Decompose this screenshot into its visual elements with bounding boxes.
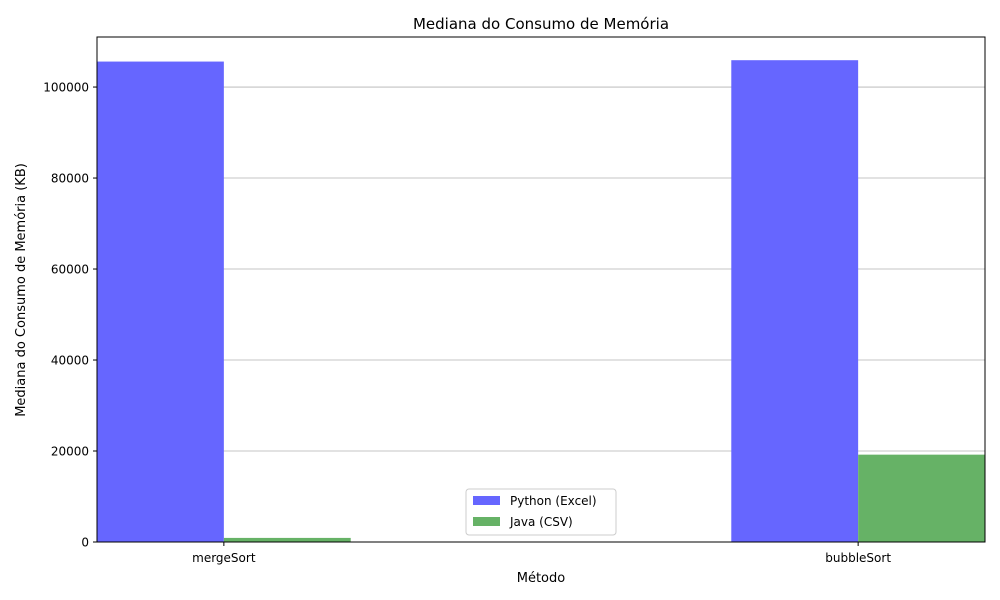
y-axis: 0 20000 40000 60000 80000 100000 (43, 81, 97, 550)
y-tick-label: 80000 (51, 172, 89, 186)
bar-java-csv--bubblesort (858, 454, 985, 542)
x-axis: mergeSort bubbleSort (192, 542, 891, 565)
chart-title: Mediana do Consumo de Memória (413, 15, 669, 33)
legend-label: Java (CSV) (509, 515, 573, 529)
legend-box (465, 488, 617, 536)
y-tick-label: 0 (81, 536, 89, 550)
x-axis-label: Método (517, 571, 566, 586)
y-tick-label: 40000 (51, 354, 89, 368)
y-tick-label: 60000 (51, 263, 89, 277)
legend: Python (Excel) Java (CSV) (465, 488, 617, 536)
bars (97, 60, 985, 543)
x-tick-label: mergeSort (192, 551, 256, 565)
plot-frame (96, 36, 986, 543)
y-axis-label: Mediana do Consumo de Memória (KB) (14, 163, 29, 417)
x-tick-label: bubbleSort (825, 551, 891, 565)
legend-label: Python (Excel) (510, 494, 597, 508)
y-tick-label: 100000 (43, 81, 89, 95)
bar-java-csv--mergesort (223, 537, 351, 542)
y-tick-label: 20000 (51, 445, 89, 459)
bar-python-excel--mergesort (97, 61, 224, 542)
bar-python-excel--bubblesort (731, 60, 859, 543)
legend-swatch (473, 517, 500, 526)
legend-swatch (473, 496, 500, 505)
